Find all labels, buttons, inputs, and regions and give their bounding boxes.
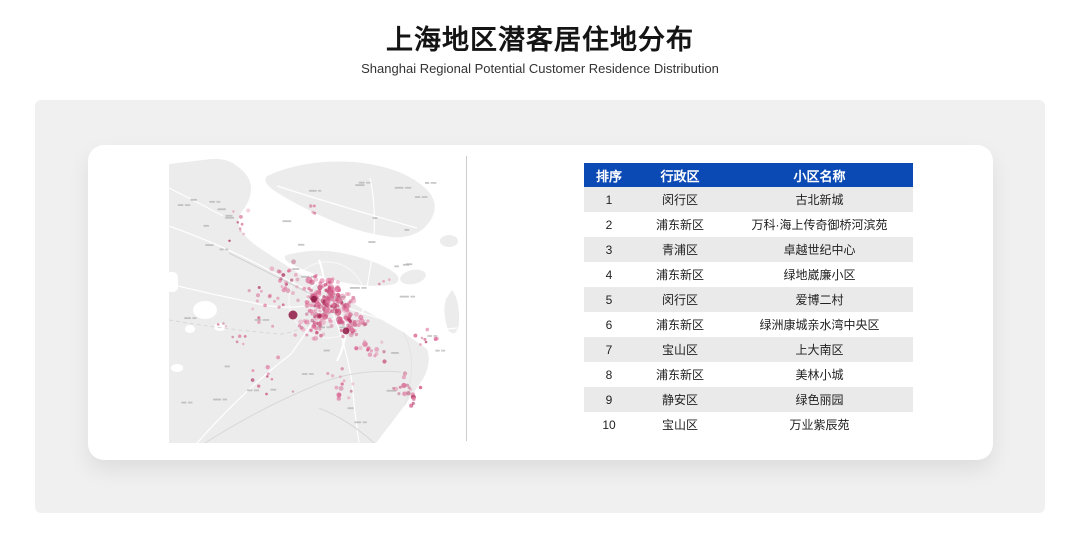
cell-district: 静安区 <box>661 393 698 407</box>
cell-community: 绿地崴廉小区 <box>783 268 856 282</box>
map-lakes <box>169 272 226 372</box>
cell-community: 美林小城 <box>795 368 844 382</box>
cell-rank: 1 <box>605 192 613 207</box>
col-header-community: 小区名称 <box>726 163 913 187</box>
cell-rank: 2 <box>605 217 613 232</box>
table-row: 4 浦东新区 绿地崴廉小区 <box>584 262 913 287</box>
cell-community: 上大南区 <box>795 343 844 357</box>
cell-rank: 9 <box>605 392 613 407</box>
map-island-hengsha <box>400 269 426 285</box>
cell-community: 卓越世纪中心 <box>783 243 856 257</box>
ranking-table: 排序 行政区 小区名称 1 闵行区 古北新城 2 浦东新区 万科·海上传奇御桥河滨苑 3 青浦… <box>584 163 913 437</box>
cell-rank: 8 <box>605 367 613 382</box>
col-header-rank: 排序 <box>584 163 634 187</box>
page-subtitle: Shanghai Regional Potential Customer Res… <box>361 61 719 76</box>
cell-rank: 3 <box>605 242 613 257</box>
map-svg <box>169 158 459 443</box>
cell-district: 青浦区 <box>661 243 698 257</box>
cell-rank: 6 <box>605 317 613 332</box>
map-island-changxing <box>284 250 399 286</box>
cell-community: 万业紫辰苑 <box>789 418 850 432</box>
shanghai-density-map <box>169 158 459 443</box>
ranking-table-header: 排序 行政区 小区名称 <box>584 163 913 187</box>
table-row: 1 闵行区 古北新城 <box>584 187 913 212</box>
page-header: 上海地区潜客居住地分布 Shanghai Regional Potential … <box>0 0 1080 77</box>
ranking-table-body: 1 闵行区 古北新城 2 浦东新区 万科·海上传奇御桥河滨苑 3 青浦区 卓越世纪中心 4 浦东新区… <box>584 187 913 437</box>
cell-community: 爱博二村 <box>795 293 844 307</box>
map-roads <box>169 177 458 443</box>
cell-district: 浦东新区 <box>655 218 704 232</box>
table-row: 10 宝山区 万业紫辰苑 <box>584 412 913 437</box>
table-row: 9 静安区 绿色丽园 <box>584 387 913 412</box>
page-title: 上海地区潜客居住地分布 <box>386 25 694 55</box>
cell-district: 闵行区 <box>661 193 698 207</box>
cell-district: 宝山区 <box>661 418 698 432</box>
cell-district: 浦东新区 <box>655 318 704 332</box>
map-density-dots <box>216 204 440 408</box>
map-island-chongming <box>265 161 435 238</box>
col-header-district: 行政区 <box>634 163 726 187</box>
table-row: 5 闵行区 爱博二村 <box>584 287 913 312</box>
map-secondary-lines <box>169 252 413 443</box>
cell-rank: 4 <box>605 267 613 282</box>
cell-rank: 10 <box>602 417 616 432</box>
map-label-marks <box>177 181 446 424</box>
cell-community: 万科·海上传奇御桥河滨苑 <box>751 218 888 232</box>
map-shoal-right <box>444 290 459 334</box>
cell-district: 浦东新区 <box>655 268 704 282</box>
cell-community: 绿洲康城亲水湾中央区 <box>759 318 880 332</box>
map-shoal-east <box>440 235 458 247</box>
cell-district: 宝山区 <box>661 343 698 357</box>
table-row: 8 浦东新区 美林小城 <box>584 362 913 387</box>
cell-community: 绿色丽园 <box>795 393 844 407</box>
map-table-divider <box>466 156 467 441</box>
cell-community: 古北新城 <box>795 193 844 207</box>
cell-rank: 5 <box>605 292 613 307</box>
cell-district: 闵行区 <box>661 293 698 307</box>
table-row: 2 浦东新区 万科·海上传奇御桥河滨苑 <box>584 212 913 237</box>
table-row: 3 青浦区 卓越世纪中心 <box>584 237 913 262</box>
table-row: 6 浦东新区 绿洲康城亲水湾中央区 <box>584 312 913 337</box>
table-row: 7 宝山区 上大南区 <box>584 337 913 362</box>
cell-district: 浦东新区 <box>655 368 704 382</box>
cell-rank: 7 <box>605 342 613 357</box>
